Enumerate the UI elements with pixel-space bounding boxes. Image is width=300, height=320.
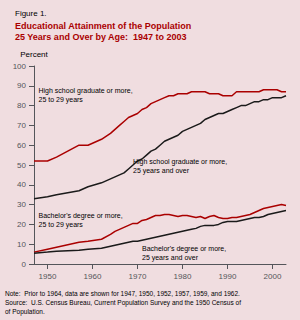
svg-text:25 years and over: 25 years and over — [133, 167, 190, 175]
svg-text:60: 60 — [17, 141, 26, 150]
svg-text:25 to 29 years: 25 to 29 years — [39, 96, 84, 104]
svg-text:1980: 1980 — [174, 272, 192, 281]
svg-text:80: 80 — [17, 101, 26, 110]
svg-text:1950: 1950 — [39, 272, 57, 281]
svg-text:100: 100 — [13, 62, 27, 71]
svg-text:10: 10 — [17, 240, 26, 249]
svg-text:0: 0 — [22, 260, 27, 269]
svg-text:70: 70 — [17, 121, 26, 130]
svg-text:Figure 1.: Figure 1. — [15, 9, 47, 18]
svg-text:1990: 1990 — [219, 272, 237, 281]
svg-text:Educational Attainment of the: Educational Attainment of the Population — [15, 21, 191, 31]
svg-text:25 years and over: 25 years and over — [142, 254, 199, 262]
svg-text:90: 90 — [17, 81, 26, 90]
svg-text:Percent: Percent — [20, 50, 48, 59]
svg-text:25 to 29 years: 25 to 29 years — [39, 221, 84, 229]
svg-text:40: 40 — [17, 180, 26, 189]
svg-text:Source: U.S. Census Bureau, C: Source: U.S. Census Bureau, Current Popu… — [5, 299, 241, 307]
svg-text:50: 50 — [17, 161, 26, 170]
svg-text:Bachelor's degree or more,: Bachelor's degree or more, — [39, 212, 123, 220]
svg-text:25 Years and Over by Age: 194: 25 Years and Over by Age: 1947 to 2003 — [15, 32, 187, 42]
svg-text:High school graduate or more,: High school graduate or more, — [39, 87, 133, 95]
svg-text:1970: 1970 — [129, 272, 147, 281]
svg-text:30: 30 — [17, 200, 26, 209]
svg-text:Bachelor's degree or more,: Bachelor's degree or more, — [142, 245, 226, 253]
svg-text:2000: 2000 — [264, 272, 282, 281]
svg-text:Note: Prior to 1964, data are: Note: Prior to 1964, data are shown for … — [5, 290, 240, 297]
svg-text:20: 20 — [17, 220, 26, 229]
svg-text:High school graduate or more,: High school graduate or more, — [133, 158, 227, 166]
svg-text:1960: 1960 — [84, 272, 102, 281]
svg-text:of Population.: of Population. — [5, 308, 45, 316]
